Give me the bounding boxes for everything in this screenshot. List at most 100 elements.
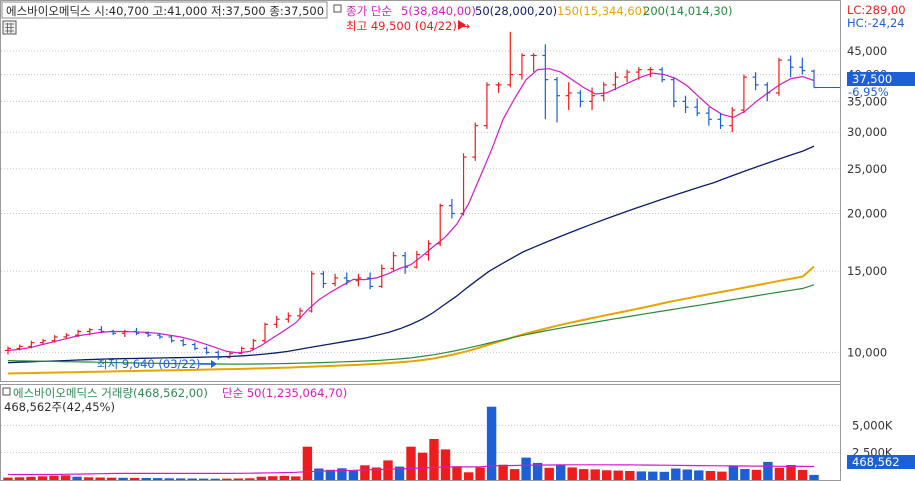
candle xyxy=(145,331,152,337)
candle xyxy=(705,107,712,126)
candle xyxy=(320,271,327,288)
volume-bar xyxy=(532,462,543,480)
candle xyxy=(670,77,677,108)
candle xyxy=(787,55,794,78)
price-tick-label: 45,000 xyxy=(847,44,887,58)
volume-bar xyxy=(233,478,243,480)
volume-bar xyxy=(141,478,151,480)
volume-bar xyxy=(567,467,577,480)
candle xyxy=(682,95,689,114)
ma200-legend: 200(14,014,30) xyxy=(643,4,732,18)
volume-bar xyxy=(383,460,393,480)
candle xyxy=(764,82,771,102)
price-tick-label: 25,000 xyxy=(847,162,887,176)
volume-bar xyxy=(49,475,59,480)
volume-bar xyxy=(648,471,658,480)
low-arrow-head xyxy=(211,360,217,368)
price-legend-prefix: 종가 단순 xyxy=(346,4,392,18)
candle xyxy=(694,98,701,117)
candle xyxy=(215,350,222,360)
candle xyxy=(355,273,362,287)
volume-bar xyxy=(245,478,255,480)
candle xyxy=(554,77,561,123)
volume-bar xyxy=(521,457,531,480)
volume-bar xyxy=(809,474,819,480)
volume-bar xyxy=(486,406,497,480)
volume-bar xyxy=(37,476,48,480)
volume-bar xyxy=(590,469,600,480)
volume-bar xyxy=(717,471,727,480)
candle xyxy=(367,272,374,290)
volume-bar xyxy=(613,470,623,480)
candle xyxy=(191,342,198,351)
candle xyxy=(285,312,292,323)
volume-bar xyxy=(417,452,428,480)
candle xyxy=(507,31,514,88)
candle xyxy=(5,346,11,355)
low-annotation: 최저 9,640 (03/22) xyxy=(97,357,201,371)
candle xyxy=(86,327,93,336)
current-volume-badge xyxy=(847,455,915,469)
volume-bar xyxy=(429,439,439,480)
candle xyxy=(530,53,537,73)
candle xyxy=(168,335,175,343)
volume-bar xyxy=(475,467,485,480)
ma150-legend: 150(15,344,60) xyxy=(557,4,646,18)
volume-bars xyxy=(3,406,819,480)
volume-bar xyxy=(348,470,359,480)
candle xyxy=(495,82,502,93)
volume-bar xyxy=(325,469,336,480)
ma5-legend: 5(38,840,00) xyxy=(401,4,476,18)
price-legend-marker xyxy=(333,4,342,13)
candle xyxy=(425,240,432,261)
volume-bar xyxy=(187,478,197,480)
candle xyxy=(624,69,631,83)
current-price-badge xyxy=(847,72,915,86)
candle xyxy=(612,72,619,91)
volume-bar xyxy=(452,466,462,480)
volume-bar xyxy=(95,477,105,480)
volume-bar xyxy=(72,476,82,480)
volume-bar xyxy=(509,469,520,480)
volume-bar xyxy=(14,477,25,480)
candle xyxy=(717,113,724,129)
grid xyxy=(1,50,840,454)
high-arrow-head xyxy=(458,20,466,30)
volume-bar xyxy=(199,478,209,480)
candle xyxy=(448,198,455,219)
ma-line-150 xyxy=(7,265,815,375)
candle xyxy=(63,333,70,339)
volume-bar xyxy=(314,468,324,480)
ma-line-200 xyxy=(7,284,815,365)
candle xyxy=(250,338,257,351)
candle xyxy=(565,82,572,111)
candle xyxy=(740,74,747,114)
volume-bar xyxy=(659,471,669,480)
candle xyxy=(635,67,642,80)
candle xyxy=(775,57,782,96)
candle xyxy=(332,273,339,287)
volume-bar xyxy=(256,476,266,480)
volume-bar xyxy=(129,477,140,480)
volume-bar xyxy=(694,470,704,480)
volume-ma-legend: 단순 50(1,235,064,70) xyxy=(222,386,347,400)
volume-bar xyxy=(394,466,405,480)
volume-bar xyxy=(26,476,36,480)
volume-bar xyxy=(544,467,554,480)
candle xyxy=(133,327,140,336)
candle xyxy=(16,344,23,351)
price-tick-label: 20,000 xyxy=(847,206,887,220)
candle xyxy=(752,72,759,91)
volume-bar xyxy=(291,476,301,480)
volume-bar xyxy=(498,464,508,480)
candle xyxy=(297,307,304,320)
candle xyxy=(518,53,525,80)
stock-info: 에스바이오메딕스 시:40,700 고:41,000 저:37,500 종:37… xyxy=(6,4,324,18)
candle xyxy=(799,57,806,75)
ma50-legend: 50(28,000,20) xyxy=(475,4,557,18)
volume-bar xyxy=(763,461,773,480)
volume-bar xyxy=(360,465,370,480)
volume-bar xyxy=(302,446,313,480)
